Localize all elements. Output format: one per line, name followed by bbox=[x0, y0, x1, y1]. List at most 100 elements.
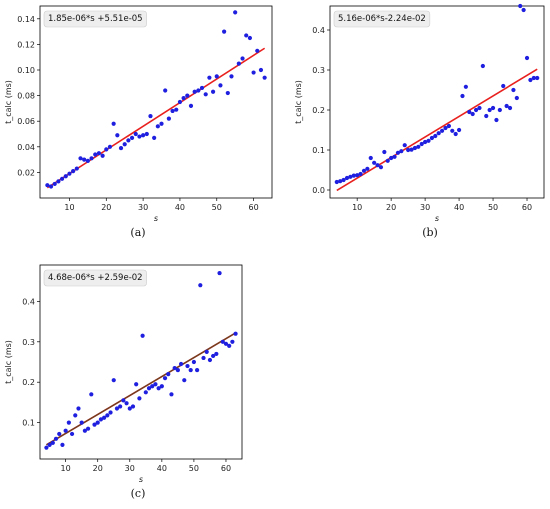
data-point bbox=[114, 406, 120, 411]
data-point bbox=[155, 124, 160, 129]
x-tick-label: 10 bbox=[61, 464, 71, 473]
data-point bbox=[220, 339, 225, 344]
data-point bbox=[207, 357, 213, 363]
data-point bbox=[85, 426, 91, 431]
x-tick-label: 10 bbox=[352, 203, 362, 212]
data-point bbox=[416, 144, 421, 149]
data-point bbox=[217, 270, 222, 276]
data-point bbox=[225, 90, 230, 96]
data-point bbox=[348, 174, 353, 179]
data-point bbox=[150, 384, 155, 389]
data-point bbox=[218, 83, 223, 88]
x-tick-label: 50 bbox=[488, 203, 498, 212]
data-point bbox=[477, 105, 482, 111]
data-point bbox=[507, 105, 513, 111]
y-tick-label: 0.12 bbox=[17, 40, 35, 49]
data-point bbox=[95, 420, 100, 425]
data-point bbox=[166, 372, 171, 377]
data-point bbox=[392, 154, 397, 159]
fit-line bbox=[336, 68, 538, 192]
data-point bbox=[146, 386, 152, 391]
data-point bbox=[122, 142, 127, 147]
data-point bbox=[129, 135, 135, 140]
data-point bbox=[531, 75, 536, 81]
x-tick-label: 50 bbox=[189, 464, 199, 473]
y-axis-label: t_calc (ms) bbox=[4, 340, 13, 384]
x-tick-label: 50 bbox=[212, 203, 222, 212]
panel-c: 10 20 30 40 50 60 0.1 0.2 0.3 0.4 s t_calc (ms) 4.68… bbox=[4, 264, 243, 500]
data-point bbox=[365, 166, 370, 171]
data-point bbox=[188, 103, 194, 108]
data-point bbox=[214, 351, 219, 357]
data-point bbox=[169, 392, 174, 397]
data-point bbox=[351, 173, 356, 178]
data-point bbox=[412, 145, 418, 151]
data-point bbox=[456, 127, 462, 133]
data-point bbox=[426, 138, 431, 143]
y-tick-label: 0.4 bbox=[312, 26, 325, 35]
x-tick-label: 30 bbox=[138, 203, 148, 212]
data-point bbox=[247, 35, 253, 41]
data-point bbox=[153, 382, 158, 387]
y-axis-label: t_calc (ms) bbox=[294, 80, 303, 124]
data-point bbox=[199, 85, 205, 91]
data-point bbox=[156, 386, 161, 391]
panel-caption: (b) bbox=[422, 226, 438, 239]
data-point bbox=[166, 116, 171, 121]
data-point bbox=[140, 333, 145, 338]
data-point bbox=[53, 436, 59, 441]
data-point bbox=[480, 63, 485, 69]
data-point bbox=[162, 376, 168, 381]
data-point bbox=[229, 74, 234, 79]
data-point bbox=[338, 179, 343, 184]
data-point bbox=[174, 107, 179, 112]
panel-b: 10 20 30 40 50 60 0.0 0.1 0.2 0.3 0.4 s t_calc (ms) 5… bbox=[294, 3, 545, 239]
data-point bbox=[251, 70, 256, 75]
data-point bbox=[470, 111, 475, 117]
fit-equation: 4.68e-06*s +2.59e-02 bbox=[48, 273, 143, 283]
data-point bbox=[372, 160, 377, 165]
data-point bbox=[118, 145, 124, 151]
data-point bbox=[223, 341, 229, 346]
data-point bbox=[181, 96, 186, 101]
x-tick-label: 10 bbox=[64, 203, 74, 212]
data-point bbox=[255, 48, 260, 53]
data-point bbox=[355, 173, 360, 178]
data-point bbox=[446, 123, 451, 129]
y-tick-label: 0.0 bbox=[312, 186, 325, 195]
data-point bbox=[233, 331, 238, 336]
data-point bbox=[141, 133, 146, 138]
data-point bbox=[66, 420, 71, 425]
data-point bbox=[244, 33, 249, 38]
data-point bbox=[63, 174, 68, 179]
plot-area bbox=[39, 5, 273, 199]
data-point bbox=[443, 125, 448, 131]
data-point bbox=[453, 131, 458, 137]
data-point bbox=[227, 343, 232, 348]
data-point bbox=[204, 349, 209, 354]
y-tick-label: 0.2 bbox=[22, 378, 35, 387]
x-tick-label: 20 bbox=[101, 203, 111, 212]
fit-equation-box bbox=[43, 269, 147, 287]
data-point bbox=[44, 445, 49, 450]
data-point bbox=[518, 3, 523, 9]
data-point bbox=[484, 113, 489, 119]
data-point bbox=[52, 181, 57, 187]
data-point bbox=[473, 107, 479, 113]
data-point bbox=[82, 157, 87, 162]
data-point bbox=[124, 401, 129, 406]
y-tick-label: 0.3 bbox=[22, 338, 35, 347]
data-point bbox=[56, 179, 61, 184]
data-point bbox=[535, 75, 540, 81]
data-point bbox=[429, 135, 435, 141]
data-point bbox=[163, 88, 168, 93]
data-point bbox=[192, 89, 197, 94]
panel-caption: (c) bbox=[131, 487, 146, 500]
data-point bbox=[230, 339, 235, 344]
data-point bbox=[152, 135, 157, 140]
data-point bbox=[170, 108, 175, 114]
x-tick-label: 60 bbox=[221, 464, 231, 473]
data-point bbox=[93, 152, 98, 157]
data-point bbox=[137, 396, 142, 401]
data-point bbox=[182, 378, 187, 383]
